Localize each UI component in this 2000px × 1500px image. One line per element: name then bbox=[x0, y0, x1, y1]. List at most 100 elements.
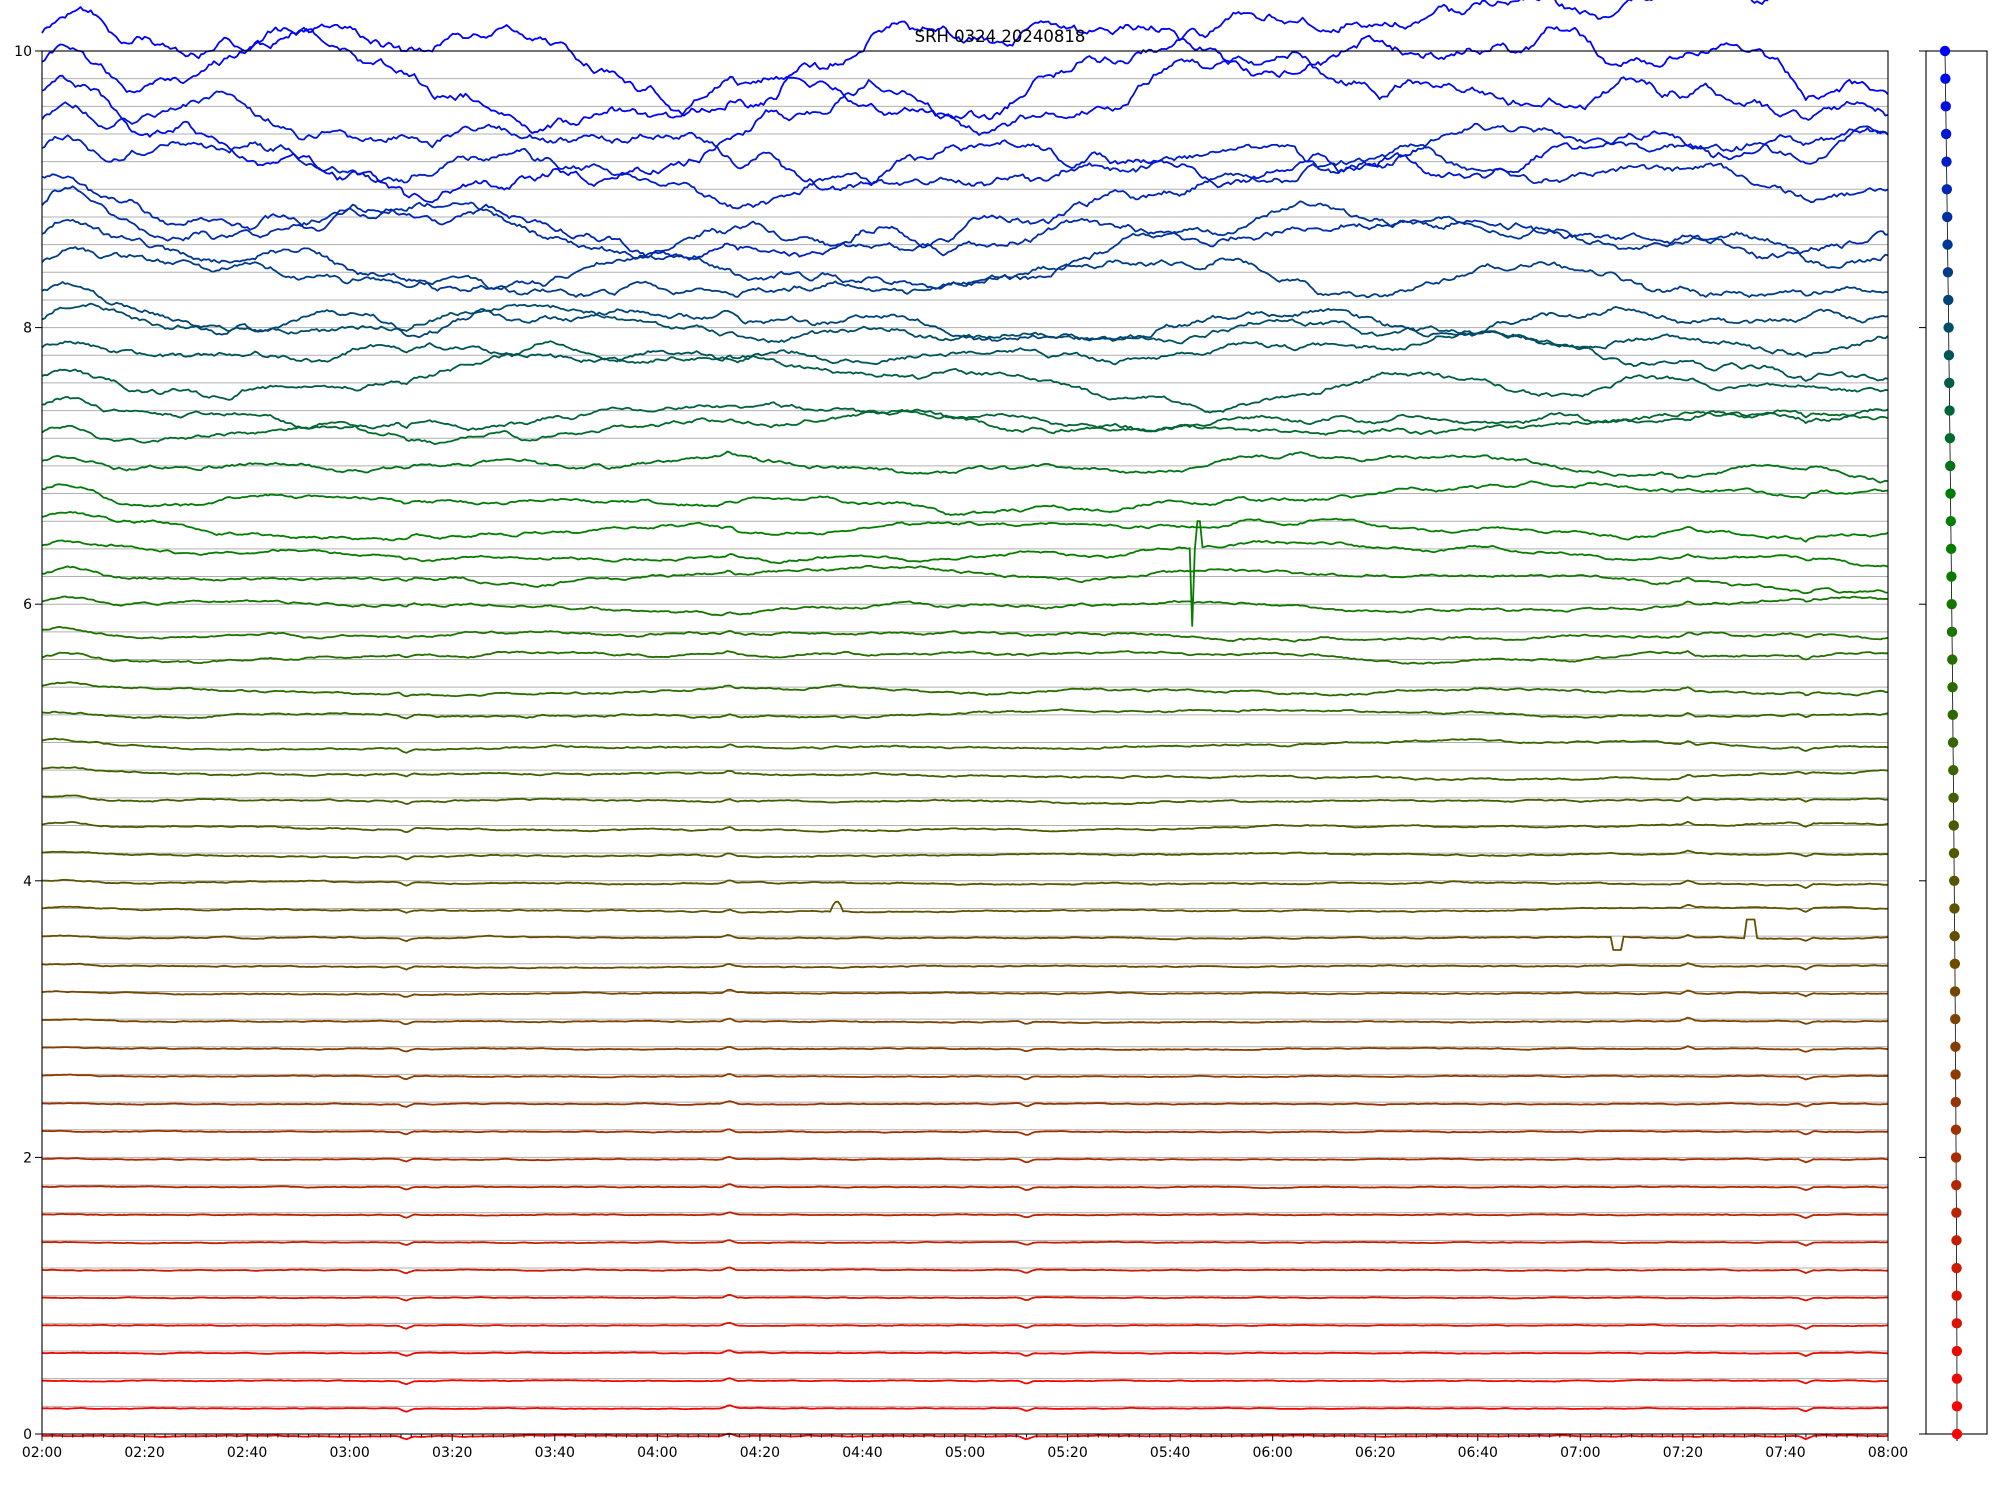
x-tick-label: 04:40 bbox=[842, 1445, 882, 1461]
main-plot-area: 02:00 02:20 02:40 03:00 03:20 03:40 04:00 04:20… bbox=[14, 0, 1908, 1461]
trace-lines bbox=[41, 0, 1889, 1441]
trace-series-33 bbox=[41, 510, 1889, 543]
trace-series-18 bbox=[42, 918, 1889, 951]
y-tick-label: 10 bbox=[14, 44, 32, 60]
trace-series-26 bbox=[41, 708, 1889, 720]
x-tick-label: 02:40 bbox=[227, 1445, 267, 1461]
side-marker-45 bbox=[1941, 184, 1953, 195]
trace-series-11 bbox=[41, 1128, 1889, 1136]
x-tick-label: 02:20 bbox=[124, 1445, 164, 1461]
side-marker-38 bbox=[1944, 377, 1955, 389]
x-tick-label: 05:20 bbox=[1047, 1445, 1087, 1461]
trace-series-15 bbox=[42, 1016, 1889, 1026]
x-tick-label: 05:40 bbox=[1150, 1445, 1190, 1461]
x-tick-label: 06:00 bbox=[1252, 1445, 1292, 1461]
side-marker-16 bbox=[1949, 986, 1961, 997]
trace-series-41 bbox=[41, 281, 1889, 342]
side-marker-18 bbox=[1949, 930, 1960, 942]
trace-series-4 bbox=[41, 1322, 1889, 1330]
trace-series-37 bbox=[41, 395, 1889, 433]
side-marker-39 bbox=[1943, 350, 1955, 361]
side-marker-6 bbox=[1951, 1262, 1962, 1274]
x-tick-label: 06:20 bbox=[1355, 1445, 1395, 1461]
trace-series-45 bbox=[41, 143, 1889, 261]
side-marker-3 bbox=[1951, 1345, 1963, 1357]
side-marker-14 bbox=[1950, 1041, 1961, 1052]
side-marker-8 bbox=[1951, 1207, 1962, 1218]
side-marker-19 bbox=[1949, 903, 1960, 914]
side-marker-36 bbox=[1944, 433, 1956, 444]
x-tick-label: 05:00 bbox=[945, 1445, 985, 1461]
x-tick-label: 02:00 bbox=[22, 1445, 62, 1461]
side-marker-15 bbox=[1950, 1013, 1961, 1025]
side-marker-47 bbox=[1940, 128, 1952, 140]
trace-series-47 bbox=[41, 90, 1889, 192]
x-tick-label: 08:00 bbox=[1868, 1445, 1908, 1461]
side-marker-32 bbox=[1945, 543, 1957, 555]
side-marker-41 bbox=[1943, 294, 1954, 306]
trace-series-21 bbox=[41, 849, 1889, 861]
side-marker-12 bbox=[1950, 1096, 1961, 1108]
side-marker-27 bbox=[1947, 681, 1958, 693]
side-marker-25 bbox=[1947, 737, 1959, 748]
trace-series-43 bbox=[41, 200, 1889, 293]
side-marker-28 bbox=[1947, 654, 1958, 665]
trace-series-23 bbox=[41, 794, 1889, 806]
side-marker-17 bbox=[1949, 958, 1961, 969]
side-marker-49 bbox=[1940, 73, 1951, 84]
side-marker-20 bbox=[1949, 875, 1960, 886]
trace-series-19 bbox=[41, 900, 1889, 914]
side-marker-34 bbox=[1945, 488, 1956, 499]
x-axis-ticks: 02:00 02:20 02:40 03:00 03:20 03:40 04:00 04:20… bbox=[22, 1434, 1908, 1461]
trace-series-24 bbox=[41, 766, 1889, 781]
y-tick-label: 6 bbox=[23, 597, 32, 613]
side-marker-13 bbox=[1950, 1069, 1961, 1080]
grid-lines bbox=[42, 50, 1888, 1435]
side-marker-11 bbox=[1950, 1124, 1962, 1135]
side-marker-33 bbox=[1945, 516, 1957, 527]
trace-series-13 bbox=[41, 1073, 1889, 1081]
trace-series-29 bbox=[41, 625, 1889, 643]
side-marker-29 bbox=[1946, 626, 1958, 638]
side-marker-46 bbox=[1941, 156, 1952, 167]
trace-series-1 bbox=[41, 1404, 1889, 1413]
trace-series-17 bbox=[41, 962, 1889, 971]
trace-series-6 bbox=[41, 1266, 1889, 1275]
side-marker-9 bbox=[1951, 1179, 1962, 1191]
trace-series-36 bbox=[41, 408, 1889, 446]
side-marker-30 bbox=[1946, 599, 1957, 610]
trace-series-35 bbox=[41, 450, 1889, 484]
y-tick-label: 0 bbox=[23, 1427, 32, 1443]
side-marker-37 bbox=[1944, 405, 1955, 416]
side-marker-43 bbox=[1942, 239, 1953, 250]
trace-series-3 bbox=[41, 1349, 1889, 1357]
trace-series-34 bbox=[41, 480, 1888, 516]
x-tick-label: 03:40 bbox=[535, 1445, 575, 1461]
side-marker-22 bbox=[1948, 820, 1959, 831]
side-marker-31 bbox=[1946, 571, 1957, 582]
trace-series-12 bbox=[41, 1100, 1889, 1108]
y-axis-ticks: 0 2 4 6 8 10 bbox=[14, 44, 42, 1443]
side-marker-1 bbox=[1951, 1401, 1963, 1412]
trace-series-39 bbox=[41, 330, 1889, 382]
y-tick-label: 8 bbox=[23, 321, 32, 337]
trace-series-8 bbox=[41, 1211, 1889, 1219]
trace-series-48 bbox=[41, 51, 1889, 204]
side-marker-2 bbox=[1951, 1373, 1963, 1384]
trace-series-2 bbox=[41, 1377, 1888, 1386]
trace-series-9 bbox=[41, 1183, 1888, 1192]
trace-series-10 bbox=[41, 1156, 1889, 1164]
x-tick-label: 03:20 bbox=[432, 1445, 472, 1461]
side-marker-4 bbox=[1951, 1318, 1962, 1329]
trace-series-46 bbox=[41, 122, 1889, 210]
trace-series-32 bbox=[41, 520, 1889, 627]
side-marker-5 bbox=[1951, 1290, 1962, 1301]
trace-series-5 bbox=[41, 1293, 1889, 1302]
side-marker-44 bbox=[1942, 211, 1953, 223]
x-tick-label: 04:00 bbox=[637, 1445, 677, 1461]
x-tick-label: 04:20 bbox=[740, 1445, 780, 1461]
trace-series-40 bbox=[41, 302, 1889, 358]
side-marker-23 bbox=[1948, 792, 1959, 804]
side-marker-0 bbox=[1951, 1428, 1963, 1440]
